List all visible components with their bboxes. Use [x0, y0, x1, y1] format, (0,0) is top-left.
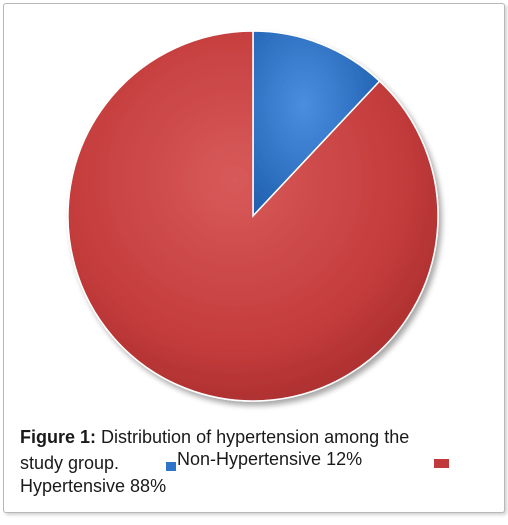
legend-label-non-hypertensive: Non-Hypertensive 12%	[177, 449, 363, 469]
pie-slice-hypertensive	[67, 30, 439, 402]
figure-frame: Figure 1: Distribution of hypertension a…	[3, 3, 505, 513]
legend-swatch-hypertensive	[434, 459, 449, 468]
figure-caption: Figure 1: Distribution of hypertension a…	[20, 424, 490, 476]
pie-chart	[67, 30, 439, 402]
legend-swatch-non-hypertensive	[166, 462, 176, 471]
caption-text-line1: Distribution of hypertension among the	[101, 427, 410, 447]
pie-slice-non-hypertensive	[252, 30, 381, 218]
legend-label-hypertensive: Hypertensive 88%	[20, 476, 167, 496]
caption-label: Figure 1:	[20, 427, 97, 447]
caption-text-line2: study group.	[20, 453, 120, 473]
